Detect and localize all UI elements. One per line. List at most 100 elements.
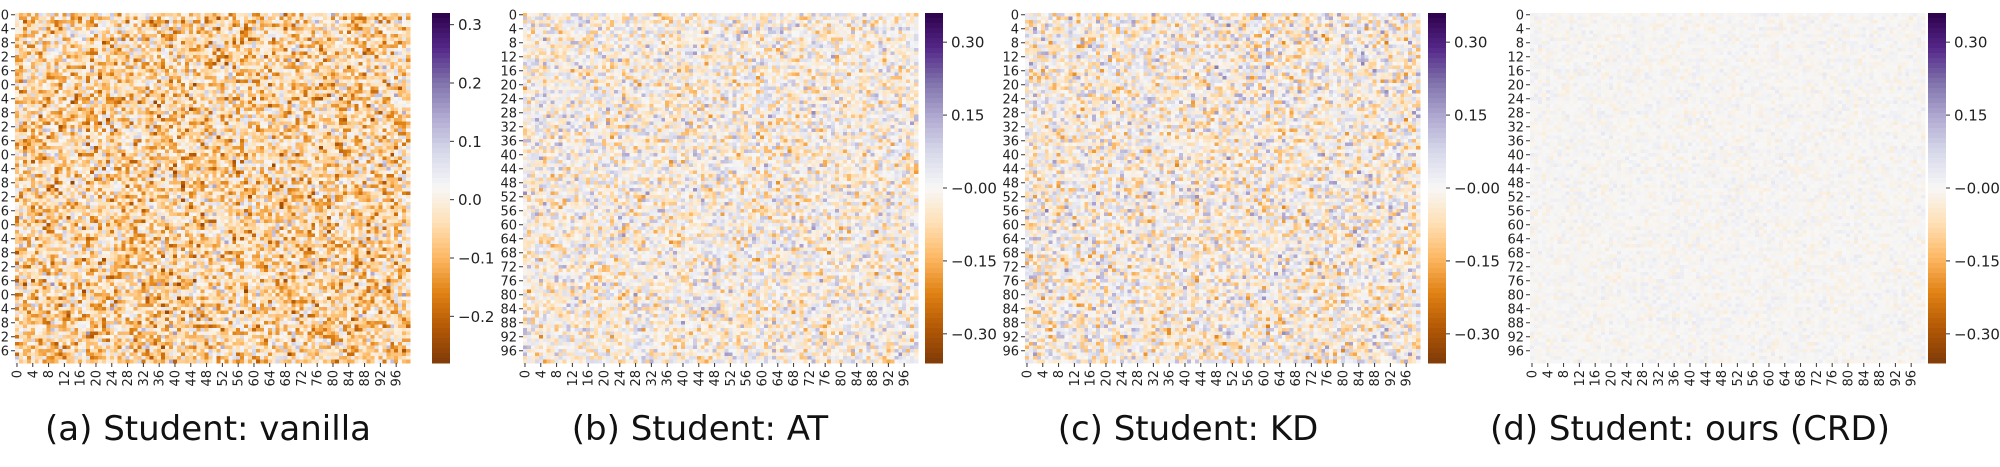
heatmap-cell bbox=[130, 34, 134, 38]
heatmap-cell bbox=[213, 115, 217, 119]
heatmap-cell bbox=[47, 125, 51, 129]
heatmap-cell bbox=[371, 83, 375, 87]
heatmap-cell bbox=[295, 48, 299, 52]
heatmap-cell bbox=[295, 55, 299, 59]
heatmap-cell bbox=[51, 143, 55, 147]
heatmap-cell bbox=[351, 108, 355, 112]
heatmap-cell bbox=[240, 146, 244, 150]
heatmap-cell bbox=[339, 115, 343, 119]
heatmap-cell bbox=[141, 115, 145, 119]
heatmap-cell bbox=[197, 157, 201, 161]
heatmap-panel-0: 0481216202428323640444852566064687276808… bbox=[0, 8, 494, 449]
heatmap-cell bbox=[327, 38, 331, 42]
heatmap-cell bbox=[311, 160, 315, 164]
heatmap-cell bbox=[90, 153, 94, 157]
heatmap-cell bbox=[272, 122, 276, 126]
heatmap-cell bbox=[98, 146, 102, 150]
heatmap-cell bbox=[351, 41, 355, 45]
heatmap-cell bbox=[303, 55, 307, 59]
heatmap-cell bbox=[66, 160, 70, 164]
heatmap-cell bbox=[382, 66, 386, 70]
heatmap-cell bbox=[55, 52, 59, 56]
heatmap-cell bbox=[94, 13, 98, 17]
heatmap-cell bbox=[224, 59, 228, 63]
heatmap-cell bbox=[110, 150, 114, 154]
heatmap-cell bbox=[114, 104, 118, 108]
heatmap-cell bbox=[319, 69, 323, 73]
heatmap-cell bbox=[106, 87, 110, 91]
heatmap-cell bbox=[66, 34, 70, 38]
heatmap-cell bbox=[327, 62, 331, 66]
heatmap-cell bbox=[161, 146, 165, 150]
heatmap-cell bbox=[295, 150, 299, 154]
heatmap-cell bbox=[94, 31, 98, 35]
heatmap-cell bbox=[118, 48, 122, 52]
heatmap-cell bbox=[126, 52, 130, 56]
heatmap-cell bbox=[363, 48, 367, 52]
heatmap-cell bbox=[205, 125, 209, 129]
heatmap-cell bbox=[102, 153, 106, 157]
heatmap-cell bbox=[90, 87, 94, 91]
heatmap-cell bbox=[149, 108, 153, 112]
heatmap-cell bbox=[209, 59, 213, 63]
heatmap-cell bbox=[122, 118, 126, 122]
heatmap-cell bbox=[66, 59, 70, 63]
heatmap-cell bbox=[35, 76, 39, 80]
heatmap-cell bbox=[355, 48, 359, 52]
heatmap-cell bbox=[102, 164, 106, 168]
heatmap-cell bbox=[402, 118, 406, 122]
heatmap-cell bbox=[126, 104, 130, 108]
heatmap-cell bbox=[244, 132, 248, 136]
heatmap-cell bbox=[347, 125, 351, 129]
heatmap-cell bbox=[315, 80, 319, 84]
heatmap-cell bbox=[363, 97, 367, 101]
heatmap-cell bbox=[161, 125, 165, 129]
heatmap-cell bbox=[189, 139, 193, 143]
heatmap-cell bbox=[35, 87, 39, 91]
heatmap-cell bbox=[252, 139, 256, 143]
heatmap-cell bbox=[295, 80, 299, 84]
heatmap-cell bbox=[193, 97, 197, 101]
heatmap-cell bbox=[177, 146, 181, 150]
heatmap-cell bbox=[31, 62, 35, 66]
heatmap-cell bbox=[98, 101, 102, 105]
heatmap-cell bbox=[137, 62, 141, 66]
heatmap-cell bbox=[323, 27, 327, 31]
heatmap-cell bbox=[256, 129, 260, 133]
heatmap-cell bbox=[169, 87, 173, 91]
heatmap-cell bbox=[216, 13, 220, 17]
heatmap-cell bbox=[319, 132, 323, 136]
heatmap-cell bbox=[390, 31, 394, 35]
heatmap-cell bbox=[66, 55, 70, 59]
heatmap-cell bbox=[27, 48, 31, 52]
heatmap-cell bbox=[27, 80, 31, 84]
heatmap-cell bbox=[122, 143, 126, 147]
heatmap-cell bbox=[351, 83, 355, 87]
heatmap-cell bbox=[402, 17, 406, 21]
heatmap-cell bbox=[307, 94, 311, 98]
heatmap-cell bbox=[244, 122, 248, 126]
heatmap-cell bbox=[177, 55, 181, 59]
heatmap-cell bbox=[78, 76, 82, 80]
heatmap-cell bbox=[264, 111, 268, 115]
heatmap-cell bbox=[394, 104, 398, 108]
heatmap-cell bbox=[299, 34, 303, 38]
heatmap-cell bbox=[94, 52, 98, 56]
heatmap-cell bbox=[232, 66, 236, 70]
heatmap-cell bbox=[382, 104, 386, 108]
heatmap-cell bbox=[272, 143, 276, 147]
heatmap-cell bbox=[118, 108, 122, 112]
heatmap-cell bbox=[165, 104, 169, 108]
heatmap-cell bbox=[169, 24, 173, 28]
heatmap-cell bbox=[181, 20, 185, 24]
heatmap-cell bbox=[335, 76, 339, 80]
heatmap-cell bbox=[39, 52, 43, 56]
heatmap-cell bbox=[224, 122, 228, 126]
heatmap-cell bbox=[307, 90, 311, 94]
heatmap-cell bbox=[224, 132, 228, 136]
heatmap-cell bbox=[43, 139, 47, 143]
heatmap-cell bbox=[240, 62, 244, 66]
heatmap-cell bbox=[51, 132, 55, 136]
heatmap-cell bbox=[70, 45, 74, 49]
heatmap-cell bbox=[224, 115, 228, 119]
